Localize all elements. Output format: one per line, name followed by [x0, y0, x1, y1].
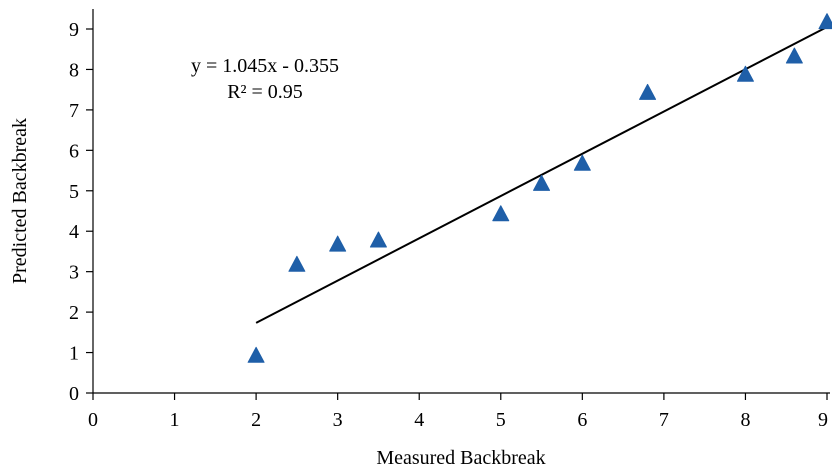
- y-tick-label: 3: [69, 262, 79, 284]
- y-tick-label: 1: [69, 343, 79, 365]
- y-tick-label: 5: [69, 181, 79, 203]
- axes: [92, 9, 830, 394]
- data-point-marker: [369, 231, 387, 248]
- data-point-marker: [492, 205, 510, 222]
- y-axis-ticks: 0 1 2 3 4 5 6 7 8 9: [69, 19, 93, 405]
- x-axis-title: Measured Backbreak: [376, 447, 545, 469]
- y-tick-label: 2: [69, 302, 79, 324]
- r-squared-annotation: R² = 0.95: [227, 81, 303, 103]
- data-points: [247, 13, 832, 363]
- x-axis-ticks: 0 1 2 3 4 5 6 7 8 9: [88, 393, 828, 431]
- x-tick-label: 7: [659, 409, 669, 431]
- data-point-marker: [247, 346, 265, 363]
- x-tick-label: 2: [251, 409, 261, 431]
- x-tick-label: 0: [88, 409, 98, 431]
- x-tick-label: 1: [170, 409, 180, 431]
- y-tick-label: 6: [69, 140, 79, 162]
- y-axis-title: Predicted Backbreak: [9, 118, 31, 284]
- y-tick-label: 7: [69, 100, 79, 122]
- equation-annotation: y = 1.045x - 0.355: [191, 55, 339, 77]
- x-tick-label: 9: [818, 409, 828, 431]
- trendline: [255, 26, 828, 324]
- x-tick-label: 8: [740, 409, 750, 431]
- data-point-marker: [818, 13, 832, 30]
- y-tick-label: 4: [69, 221, 79, 243]
- data-point-marker: [288, 255, 306, 272]
- x-tick-label: 6: [577, 409, 587, 431]
- data-point-marker: [639, 83, 657, 100]
- data-point-marker: [785, 47, 803, 64]
- x-tick-label: 4: [414, 409, 424, 431]
- data-point-marker: [736, 65, 754, 82]
- data-point-marker: [573, 154, 591, 171]
- data-point-marker: [533, 174, 551, 191]
- y-tick-label: 0: [69, 383, 79, 405]
- data-point-marker: [329, 235, 347, 252]
- x-tick-label: 5: [496, 409, 506, 431]
- x-tick-label: 3: [333, 409, 343, 431]
- y-tick-label: 9: [69, 19, 79, 41]
- y-tick-label: 8: [69, 59, 79, 81]
